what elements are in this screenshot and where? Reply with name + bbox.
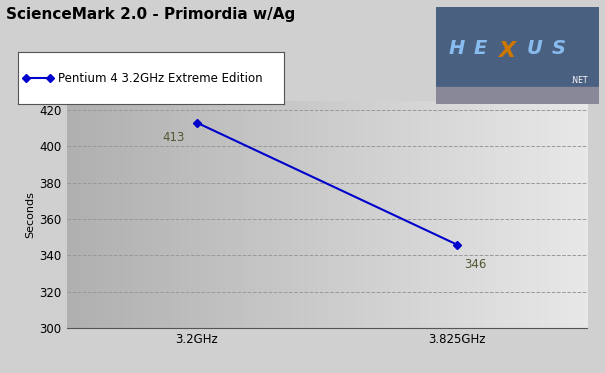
- Text: Pentium 4 3.2GHz Extreme Edition: Pentium 4 3.2GHz Extreme Edition: [58, 72, 263, 85]
- Text: S: S: [552, 39, 566, 58]
- Text: U: U: [527, 39, 543, 58]
- Text: E: E: [473, 39, 486, 58]
- Text: ScienceMark 2.0 - Primordia w/Ag: ScienceMark 2.0 - Primordia w/Ag: [6, 7, 295, 22]
- Text: 346: 346: [465, 258, 487, 271]
- Text: .NET: .NET: [571, 76, 588, 85]
- Text: X: X: [498, 41, 515, 61]
- Bar: [436, 87, 599, 104]
- Text: 413: 413: [163, 131, 185, 144]
- Y-axis label: Seconds: Seconds: [25, 191, 35, 238]
- Text: H: H: [449, 39, 465, 58]
